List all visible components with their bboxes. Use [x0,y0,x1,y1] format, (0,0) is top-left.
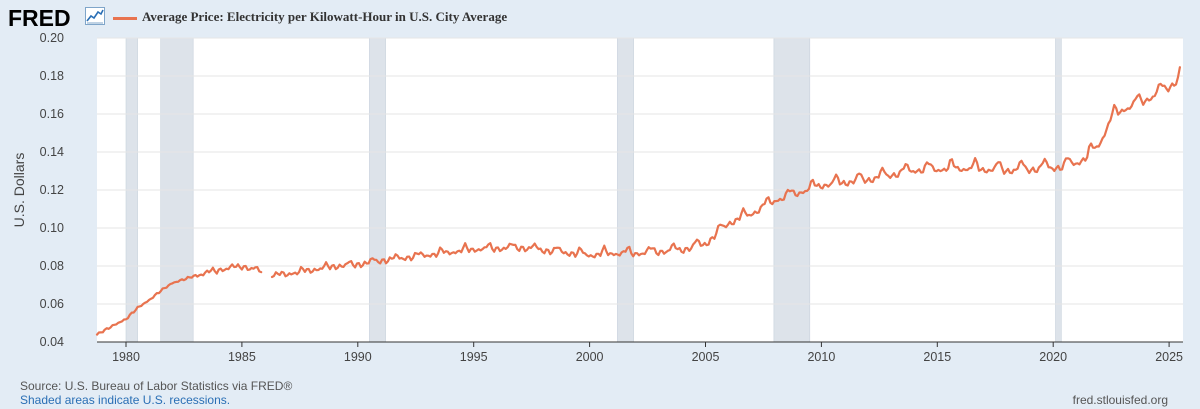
x-tick-label: 2010 [807,350,835,364]
x-tick-label: 2025 [1155,350,1183,364]
y-tick-label: 0.08 [40,259,64,273]
chart-header: FRED Average Price: Electricity per Kilo… [0,0,1200,36]
y-tick-label: 0.14 [40,145,64,159]
series-line [270,66,1181,279]
fred-graph-icon [85,7,105,25]
x-tick-label: 2020 [1039,350,1067,364]
x-tick-label: 2000 [576,350,604,364]
legend-label: Average Price: Electricity per Kilowatt-… [142,9,508,24]
y-tick-label: 0.04 [40,335,64,349]
source-note: Source: U.S. Bureau of Labor Statistics … [20,379,293,393]
series-layer [95,66,1181,336]
grid-lines [97,37,1183,305]
x-tick-label: 1995 [460,350,488,364]
x-tick-labels: 1980 1985 1990 1995 2000 2005 2010 2015 2020 2025 [112,342,1183,364]
y-tick-label: 0.10 [40,221,64,235]
y-tick-label: 0.20 [40,31,64,45]
legend-swatch [113,17,137,20]
x-tick-label: 1985 [228,350,256,364]
x-tick-label: 1990 [344,350,372,364]
series-line [95,263,263,336]
site-link[interactable]: fred.stlouisfed.org [1072,393,1168,407]
x-tick-label: 2005 [692,350,720,364]
fred-logo[interactable]: FRED [8,5,71,31]
y-tick-label: 0.06 [40,297,64,311]
y-tick-label: 0.16 [40,107,64,121]
x-tick-label: 2015 [923,350,951,364]
y-tick-label: 0.18 [40,69,64,83]
y-axis-label: U.S. Dollars [11,153,27,228]
recession-note[interactable]: Shaded areas indicate U.S. recessions. [20,393,231,407]
x-tick-label: 1980 [112,350,140,364]
y-tick-labels: 0.04 0.06 0.08 0.10 0.12 0.14 0.16 0.18 0.20 [40,31,64,349]
y-tick-label: 0.12 [40,183,64,197]
